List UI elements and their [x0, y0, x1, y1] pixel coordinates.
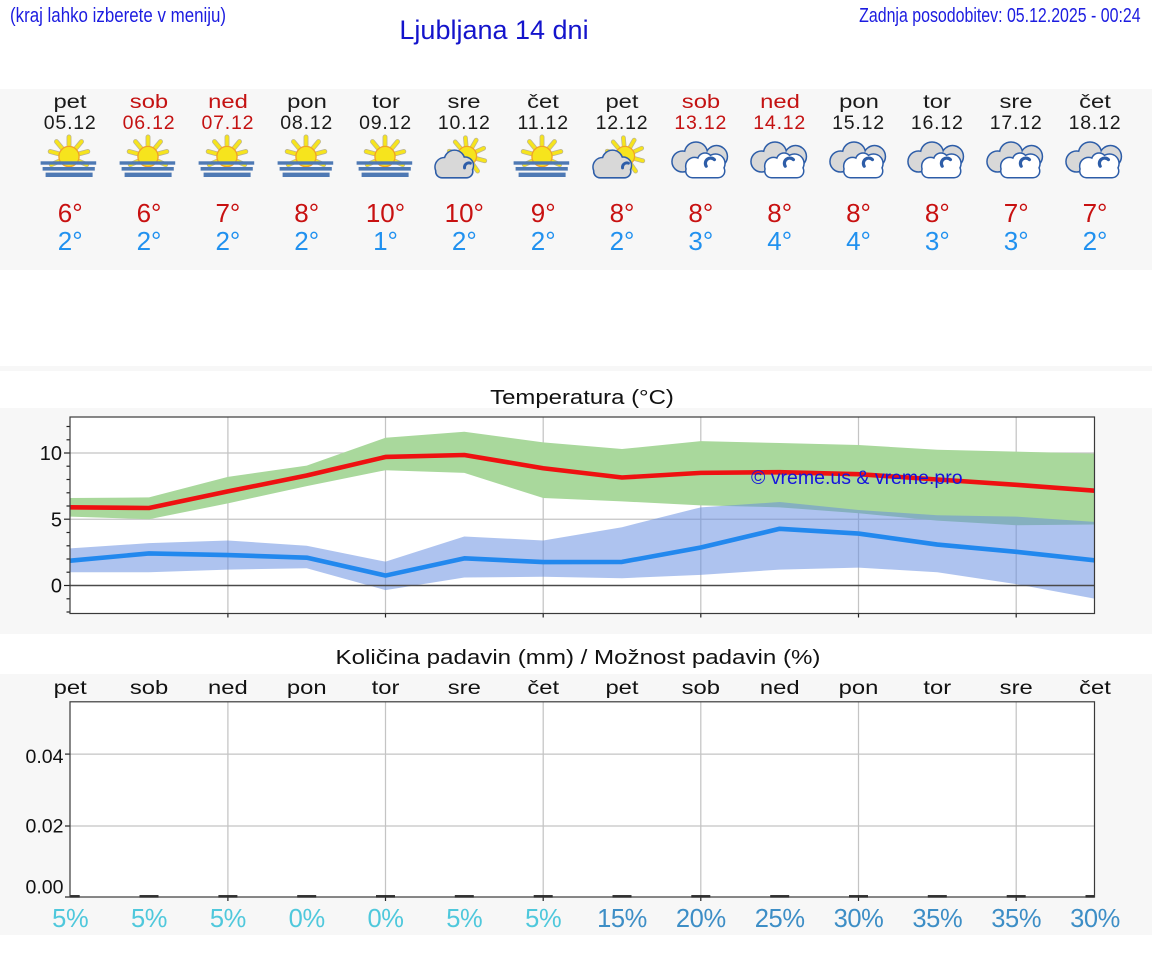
svg-text:0%: 0% [289, 904, 325, 932]
svg-text:0.02: 0.02 [26, 815, 64, 837]
svg-text:10: 10 [40, 443, 62, 465]
svg-text:tor: tor [923, 676, 951, 698]
svg-text:čet: čet [1079, 676, 1111, 698]
svg-text:15%: 15% [597, 904, 647, 932]
svg-text:5%: 5% [525, 904, 561, 932]
svg-text:5%: 5% [446, 904, 482, 932]
svg-text:0%: 0% [367, 904, 403, 932]
svg-text:20%: 20% [676, 904, 726, 932]
svg-text:30%: 30% [834, 904, 884, 932]
svg-text:pet: pet [54, 676, 87, 698]
svg-text:35%: 35% [991, 904, 1041, 932]
svg-text:30%: 30% [1070, 904, 1120, 932]
svg-text:© vreme.us & vreme.pro: © vreme.us & vreme.pro [751, 467, 963, 489]
svg-text:pet: pet [605, 676, 638, 698]
svg-text:pon: pon [287, 676, 327, 698]
svg-text:0: 0 [51, 576, 62, 598]
svg-text:25%: 25% [755, 904, 805, 932]
svg-text:ned: ned [760, 676, 800, 698]
svg-text:sre: sre [448, 676, 481, 698]
svg-text:0.00: 0.00 [26, 876, 64, 898]
svg-text:5%: 5% [131, 904, 167, 932]
svg-text:ned: ned [208, 676, 248, 698]
svg-text:5%: 5% [52, 904, 88, 932]
svg-text:5%: 5% [210, 904, 246, 932]
svg-text:35%: 35% [912, 904, 962, 932]
svg-text:0.04: 0.04 [26, 745, 64, 767]
svg-text:5: 5 [51, 510, 62, 532]
svg-text:čet: čet [527, 676, 559, 698]
svg-text:tor: tor [372, 676, 400, 698]
svg-text:pon: pon [839, 676, 879, 698]
svg-text:sob: sob [682, 676, 720, 698]
svg-text:sre: sre [1000, 676, 1033, 698]
svg-text:sob: sob [130, 676, 168, 698]
